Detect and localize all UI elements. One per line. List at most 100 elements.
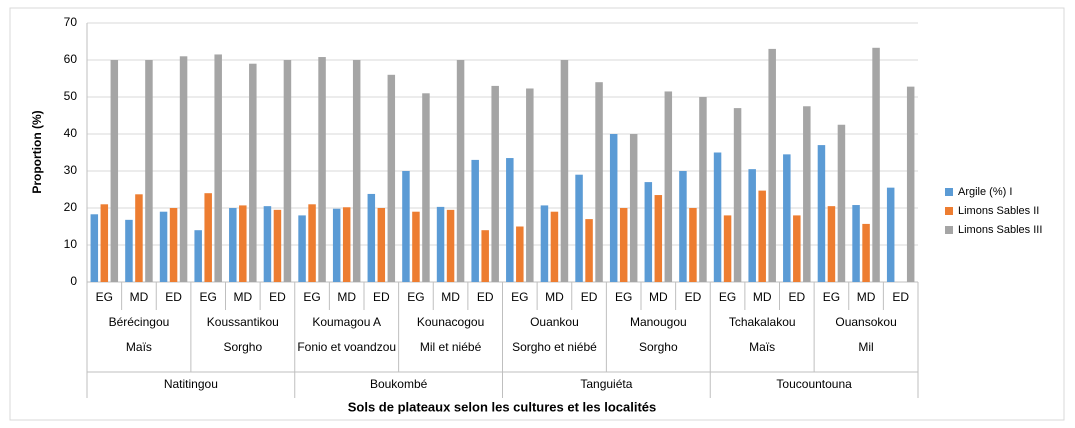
bar [629, 134, 638, 282]
bar [456, 60, 465, 282]
bar [249, 63, 257, 283]
x-tick-label: MD [441, 290, 460, 304]
x-tick-label: MD [545, 290, 564, 304]
culture-label-box: Fonio et voandzou [297, 340, 396, 354]
bar [229, 208, 237, 282]
bar [689, 208, 697, 282]
bar [169, 208, 178, 282]
y-axis-label: Proportion (%) [30, 110, 44, 193]
bar [332, 208, 341, 282]
x-tick-label: ED [685, 290, 702, 304]
bar [748, 169, 756, 282]
culture-label-box: Sorgho [223, 340, 263, 354]
y-tick-label: 50 [64, 89, 78, 103]
bar [723, 215, 732, 282]
x-tick-label: ED [165, 290, 182, 304]
bar [308, 204, 316, 282]
x-tick-label: ED [477, 290, 494, 304]
x-tick-label: EG [303, 290, 320, 304]
x-tick-label: EG [823, 290, 840, 304]
locality-label: Bérécingou [109, 315, 170, 329]
bar [619, 208, 628, 282]
bar [471, 159, 479, 282]
bar [194, 230, 202, 282]
bar [713, 152, 722, 282]
bar [135, 194, 143, 282]
culture-label-box: Maïs [126, 340, 152, 354]
bar [239, 205, 247, 282]
x-tick-label: EG [200, 290, 217, 304]
chart-border [9, 7, 1065, 421]
bar [526, 88, 534, 283]
bar [758, 190, 766, 282]
x-tick-label: MD [130, 290, 149, 304]
bar [783, 154, 791, 282]
bar [318, 57, 326, 282]
bar [664, 91, 673, 282]
bar [872, 47, 880, 282]
bar [516, 226, 524, 282]
bar [852, 205, 860, 282]
x-tick-label: EG [511, 290, 528, 304]
bar [906, 86, 915, 282]
locality-label: Koumagou A [312, 315, 381, 329]
y-tick-label: 60 [64, 52, 78, 66]
x-tick-label: ED [788, 290, 805, 304]
bar [481, 230, 489, 282]
culture-label-box: Mil [858, 340, 874, 354]
x-tick-label: ED [373, 290, 390, 304]
bar [263, 206, 272, 282]
bar [886, 187, 895, 282]
locality-label: Ouansokou [835, 315, 896, 329]
culture-label: Mil et niébé [419, 340, 482, 354]
x-tick-label: MD [857, 290, 876, 304]
legend-label: Limons Sables III [958, 224, 1042, 236]
x-tick-label: MD [337, 290, 356, 304]
y-tick-label: 30 [64, 163, 78, 177]
locality-label: Tchakalakou [729, 315, 796, 329]
x-tick-label: ED [269, 290, 286, 304]
commune-label: Toucountouna [776, 377, 852, 391]
bar [837, 124, 846, 282]
locality-label: Ouankou [530, 315, 579, 329]
commune-label: Tanguiéta [580, 377, 632, 391]
legend-swatch [945, 207, 953, 215]
legend-swatch [945, 188, 953, 196]
y-tick-label: 20 [64, 200, 78, 214]
bar [733, 108, 742, 282]
culture-label: Sorgho et niébé [512, 340, 597, 354]
locality-label: Manougou [630, 315, 687, 329]
bar [90, 214, 99, 282]
culture-label-box: Maïs [749, 340, 776, 354]
culture-label: Maïs [749, 340, 776, 354]
bar [862, 223, 870, 282]
bar [550, 211, 559, 282]
legend-label: Argile (%) I [958, 186, 1012, 198]
bar [793, 215, 801, 282]
bar [145, 60, 153, 282]
legend-swatch [945, 226, 953, 234]
bar [412, 211, 420, 282]
x-tick-label: MD [753, 290, 772, 304]
bar [273, 209, 282, 282]
y-tick-label: 70 [64, 15, 78, 29]
bar [422, 93, 430, 282]
x-tick-label: MD [649, 290, 668, 304]
x-tick-label: ED [892, 290, 909, 304]
culture-label: Sorgho [223, 340, 263, 354]
culture-label: Mil [858, 340, 874, 354]
bar [768, 48, 776, 283]
bar [387, 74, 396, 282]
bar [506, 158, 514, 282]
bar [575, 174, 583, 282]
bar [298, 215, 306, 282]
commune-label: Natitingou [164, 377, 218, 391]
culture-label-box: Mil et niébé [419, 340, 482, 354]
y-tick-label: 0 [70, 274, 77, 288]
culture-label-box: Sorgho et niébé [512, 340, 597, 354]
bar [214, 54, 222, 283]
bar [342, 207, 351, 282]
locality-label: Kounacogou [417, 315, 484, 329]
bar [540, 205, 549, 282]
